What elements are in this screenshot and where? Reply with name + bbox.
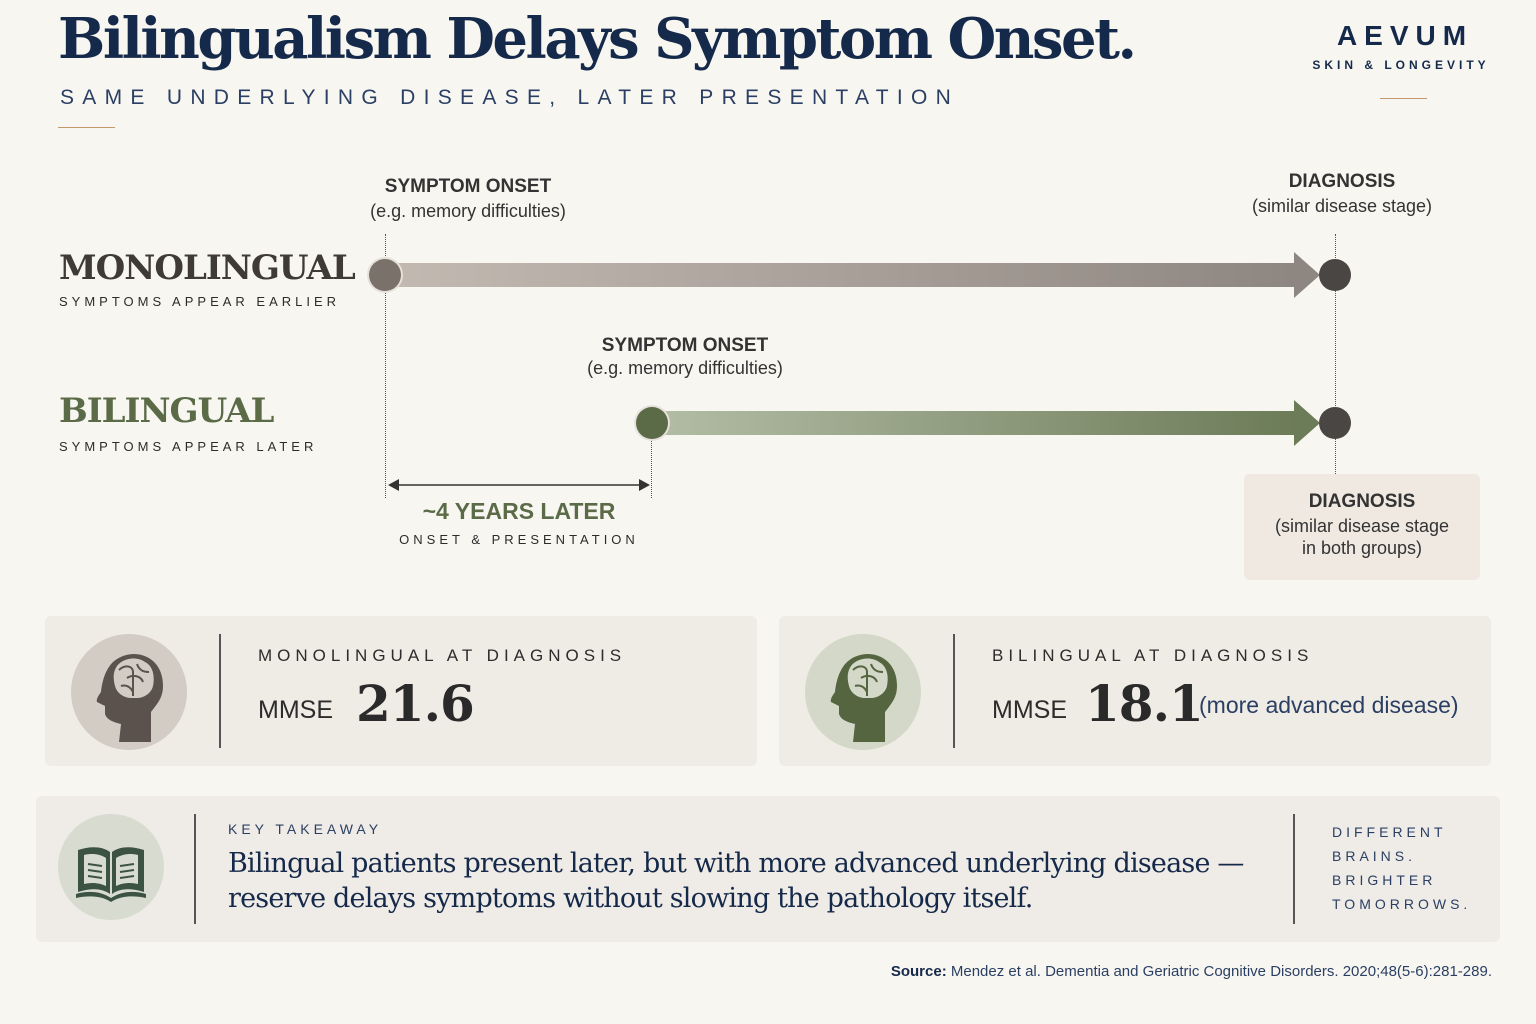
monolingual-avatar <box>71 634 187 750</box>
brand-name: AEVUM <box>1336 20 1474 51</box>
takeaway-line-1: Bilingual patients present later, but wi… <box>228 848 1244 879</box>
takeaway-divider-left <box>194 814 196 924</box>
bilingual-caption: SYMPTOMS APPEAR LATER <box>59 439 318 454</box>
monolingual-onset-label: SYMPTOM ONSET (e.g. memory difficulties) <box>370 176 566 221</box>
bilingual-label: BILINGUAL <box>59 391 274 431</box>
monolingual-mmse-card: MONOLINGUAL AT DIAGNOSIS MMSE 21.6 <box>45 616 757 766</box>
mmse-label: MMSE <box>258 696 333 724</box>
monolingual-onset-dot <box>369 259 401 291</box>
takeaway-panel: KEY TAKEAWAY Bilingual patients present … <box>36 796 1500 942</box>
gap-measure-arrow <box>388 479 650 491</box>
head-brain-icon <box>96 654 163 742</box>
gap-label: ~4 YEARS LATER ONSET & PRESENTATION <box>388 498 650 547</box>
monolingual-caption: SYMPTOMS APPEAR EARLIER <box>59 294 341 309</box>
page-title: Bilingualism Delays Symptom Onset. <box>58 6 1137 72</box>
card-label: BILINGUAL AT DIAGNOSIS <box>992 646 1314 665</box>
head-brain-icon <box>830 654 897 742</box>
brand-logo: AEVUM SKIN & LONGEVITY <box>1306 20 1496 72</box>
monolingual-diagnosis-dot <box>1319 259 1351 291</box>
monolingual-diagnosis-label: DIAGNOSIS (similar disease stage) <box>1251 171 1433 216</box>
title-underline <box>58 127 115 128</box>
bilingual-onset-dot <box>636 407 668 439</box>
diagnosis-guide <box>1335 234 1336 474</box>
source-label: Source: <box>890 963 947 980</box>
monolingual-arrow <box>398 252 1320 298</box>
bilingual-diagnosis-dot <box>1319 407 1351 439</box>
brand-tagline: SKIN & LONGEVITY <box>1312 58 1490 72</box>
card-divider <box>953 634 955 748</box>
gap-value: ~4 YEARS LATER <box>422 498 616 524</box>
mmse-label: MMSE <box>992 696 1067 724</box>
bilingual-avatar <box>805 634 921 750</box>
takeaway-icon-circle <box>58 814 164 920</box>
bilingual-onset-label: SYMPTOM ONSET (e.g. memory difficulties) <box>587 335 783 378</box>
source-citation: Source: Mendez et al. Dementia and Geria… <box>891 963 1492 980</box>
bilingual-onset-guide <box>651 436 652 498</box>
timeline-graphic <box>388 252 1320 491</box>
takeaway-line-2: reserve delays symptoms without slowing … <box>228 883 1033 914</box>
brand-slogan: DIFFERENT BRAINS. BRIGHTER TOMORROWS. <box>1332 824 1472 912</box>
monolingual-onset-guide <box>385 234 386 498</box>
bilingual-diagnosis-box: DIAGNOSIS (similar disease stage in both… <box>1244 474 1480 580</box>
gap-caption: ONSET & PRESENTATION <box>399 532 639 547</box>
mmse-value: 18.1 <box>1085 674 1204 733</box>
bilingual-mmse-card: BILINGUAL AT DIAGNOSIS MMSE 18.1 (more a… <box>779 616 1491 766</box>
card-label: MONOLINGUAL AT DIAGNOSIS <box>258 646 627 665</box>
card-divider <box>219 634 221 748</box>
mmse-note: (more advanced disease) <box>1199 692 1459 718</box>
brand-underline <box>1380 98 1427 99</box>
source-text: Mendez et al. Dementia and Geriatric Cog… <box>950 963 1492 980</box>
page-subtitle: SAME UNDERLYING DISEASE, LATER PRESENTAT… <box>60 86 960 109</box>
monolingual-label: MONOLINGUAL <box>59 248 356 288</box>
open-book-icon <box>76 847 146 902</box>
bilingual-arrow <box>664 400 1320 446</box>
takeaway-label: KEY TAKEAWAY <box>228 821 383 837</box>
mmse-value: 21.6 <box>356 674 475 733</box>
takeaway-divider-right <box>1293 814 1295 924</box>
